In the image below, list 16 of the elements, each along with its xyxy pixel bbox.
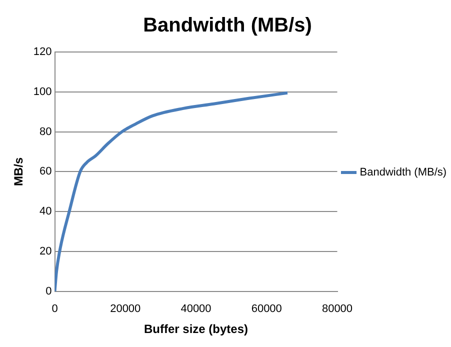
y-tick-label: 40 bbox=[40, 206, 52, 218]
x-tick-label: 80000 bbox=[322, 303, 353, 316]
x-axis-title: Buffer size (bytes) bbox=[144, 322, 248, 336]
y-tick-label: 20 bbox=[40, 246, 52, 258]
y-tick-label: 100 bbox=[33, 86, 52, 98]
y-tick-label: 60 bbox=[40, 166, 52, 178]
x-tick-label: 20000 bbox=[110, 303, 141, 316]
chart-title: Bandwidth (MB/s) bbox=[143, 14, 312, 37]
line-series bbox=[54, 91, 289, 292]
y-tick-label: 80 bbox=[40, 126, 52, 138]
x-tick-label: 40000 bbox=[180, 303, 212, 316]
y-axis-title: MB/s bbox=[12, 157, 26, 186]
y-tick-label: 120 bbox=[33, 46, 52, 58]
legend-label: Bandwidth (MB/s) bbox=[360, 166, 447, 179]
x-tick-label: 60000 bbox=[251, 303, 282, 316]
y-tick-label: 0 bbox=[46, 285, 52, 298]
